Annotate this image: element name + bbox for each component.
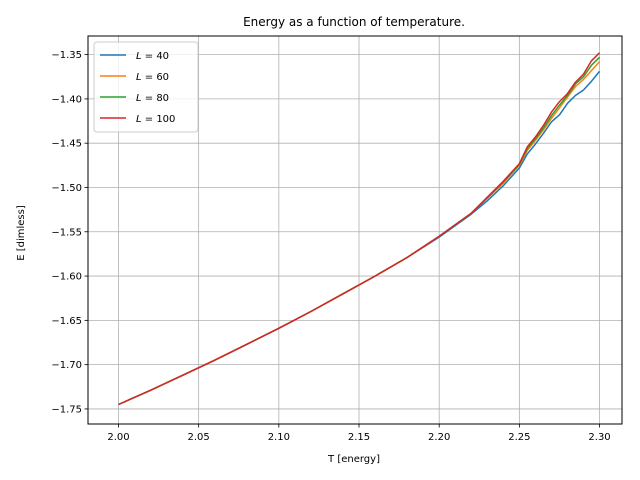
y-tick-label: −1.35 xyxy=(51,50,82,61)
legend-label-value: = 40 xyxy=(142,51,169,62)
y-axis-ticks: −1.75 −1.70 −1.65 −1.60 −1.55 −1.50 −1.45 −1.40… xyxy=(51,50,88,415)
y-tick-label: −1.55 xyxy=(51,227,82,238)
legend-label-variable: L xyxy=(136,51,142,62)
legend-label-variable: L xyxy=(136,72,142,83)
y-tick-label: −1.60 xyxy=(51,272,82,283)
y-tick-label: −1.65 xyxy=(51,316,82,327)
y-tick-label: −1.40 xyxy=(51,94,82,105)
plot-lines xyxy=(118,52,601,406)
chart-title: Energy as a function of temperature. xyxy=(243,15,465,29)
y-axis-label: E [dimless] xyxy=(16,205,27,261)
legend-label-variable: L xyxy=(136,93,142,104)
legend-label: L = 80 xyxy=(136,93,169,104)
y-tick-label: −1.45 xyxy=(51,139,82,150)
legend: L = 40L = 60L = 80L = 100 xyxy=(93,41,199,133)
plot-frame xyxy=(87,35,623,425)
legend-box xyxy=(93,41,199,133)
x-tick-label: 2.25 xyxy=(508,432,530,443)
legend-label-variable: L xyxy=(136,114,142,125)
x-axis-label: T [energy] xyxy=(327,454,380,465)
legend-label: L = 60 xyxy=(136,72,169,83)
legend-label-value: = 60 xyxy=(142,72,169,83)
x-tick-label: 2.00 xyxy=(107,432,129,443)
y-tick-label: −1.75 xyxy=(51,404,82,415)
x-tick-label: 2.05 xyxy=(188,432,210,443)
x-tick-label: 2.10 xyxy=(268,432,290,443)
series-line xyxy=(118,52,601,406)
legend-label-value: = 100 xyxy=(142,114,176,125)
x-axis-ticks: 2.00 2.05 2.10 2.15 2.20 2.25 2.30 xyxy=(107,424,611,443)
legend-label: L = 40 xyxy=(136,51,169,62)
legend-label: L = 100 xyxy=(136,114,175,125)
x-tick-label: 2.15 xyxy=(348,432,370,443)
x-tick-label: 2.30 xyxy=(588,432,610,443)
y-tick-label: −1.50 xyxy=(51,183,82,194)
y-tick-label: −1.70 xyxy=(51,360,82,371)
legend-label-value: = 80 xyxy=(142,93,169,104)
x-tick-label: 2.20 xyxy=(428,432,450,443)
